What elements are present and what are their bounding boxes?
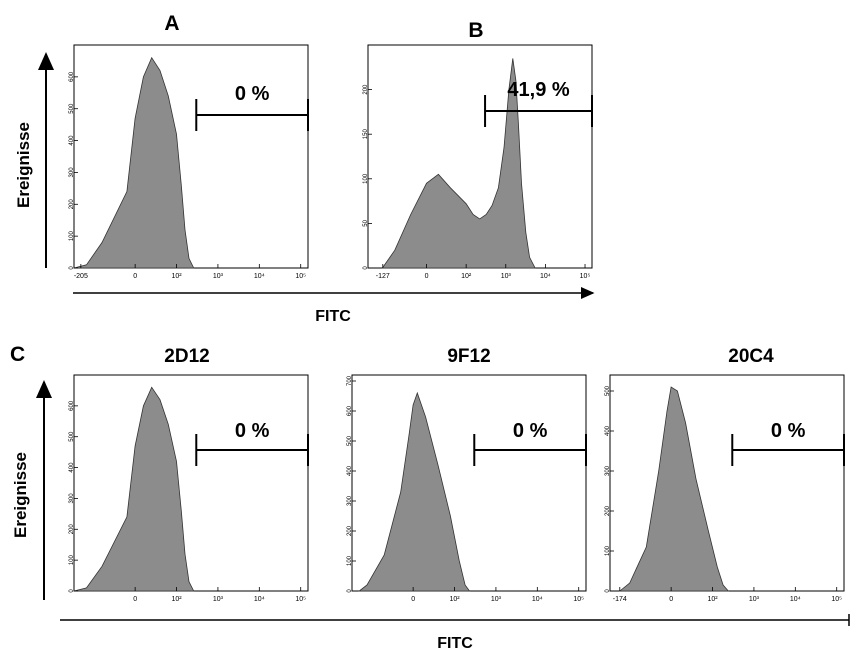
x-tick-label: 10⁵ — [295, 596, 306, 603]
y-tick-label: 200 — [347, 525, 353, 536]
y-tick-label: 200 — [363, 84, 369, 95]
gate-percent-label: 0 % — [235, 420, 270, 442]
x-tick-label: 10³ — [749, 596, 760, 603]
panel-title: 9F12 — [447, 346, 490, 367]
x-tick-label: 0 — [133, 273, 137, 280]
x-tick-label: 10⁴ — [790, 596, 801, 603]
panel-label-a: A — [164, 12, 179, 35]
y-tick-label: 500 — [605, 385, 611, 396]
y-tick-label: 600 — [69, 71, 75, 82]
histogram-panel-1: 0 100 200 300 400 500 600 -205 0 10² 10³ 10⁴ 10⁵ 0 % — [69, 44, 309, 280]
y-tick-label: 500 — [347, 435, 353, 446]
x-tick-label: -174 — [613, 596, 627, 603]
y-tick-label: 100 — [363, 173, 369, 184]
x-tick-label: 10⁵ — [580, 273, 591, 280]
x-tick-label: 0 — [425, 273, 429, 280]
y-tick-label: 0 — [69, 589, 75, 593]
x-tick-label: 10³ — [491, 596, 502, 603]
y-tick-label: 600 — [347, 405, 353, 416]
y-tick-label: 300 — [69, 167, 75, 178]
y-axis-label-top: Ereignisse — [14, 122, 33, 208]
y-tick-label: 300 — [605, 465, 611, 476]
y-tick-label: 100 — [347, 555, 353, 566]
histogram-panel-3: 0 100 200 300 400 500 600 0 10² 10³ 10⁴ 10⁵ 2D12 0 % — [69, 346, 309, 603]
y-tick-label: 300 — [347, 495, 353, 506]
x-tick-label: 10⁴ — [254, 273, 265, 280]
y-tick-label: 50 — [363, 219, 369, 226]
gate-percent-label: 0 % — [771, 420, 806, 442]
y-tick-label: 300 — [69, 493, 75, 504]
y-tick-label: 0 — [363, 266, 369, 270]
x-tick-label: 10³ — [213, 273, 224, 280]
x-axis-label-top: FITC — [315, 308, 351, 325]
x-tick-label: 10⁴ — [540, 273, 551, 280]
histogram-area — [73, 386, 195, 592]
x-tick-label: 10⁴ — [532, 596, 543, 603]
y-tick-label: 500 — [69, 103, 75, 114]
y-tick-label: 700 — [347, 375, 353, 386]
y-tick-label: 200 — [69, 199, 75, 210]
histogram-area — [381, 58, 536, 269]
panel-title: 2D12 — [164, 346, 209, 367]
histogram-area — [73, 56, 195, 269]
y-tick-label: 200 — [69, 524, 75, 535]
y-tick-label: 0 — [69, 266, 75, 270]
y-tick-label: 100 — [69, 230, 75, 241]
y-tick-label: 400 — [605, 425, 611, 436]
y-tick-label: 100 — [69, 554, 75, 565]
x-tick-label: 10⁵ — [573, 596, 584, 603]
x-tick-label: 10³ — [213, 596, 224, 603]
y-tick-label: 0 — [347, 589, 353, 593]
y-tick-label: 400 — [69, 135, 75, 146]
y-tick-label: 200 — [605, 505, 611, 516]
histogram-panel-4: 0 100 200 300 400 500 600 700 0 10² 10³ 10⁴ 10⁵ 9F12 0… — [347, 346, 587, 603]
x-tick-label: 0 — [133, 596, 137, 603]
gate-percent-label: 0 % — [513, 420, 548, 442]
gate-percent-label: 41,9 % — [507, 79, 569, 101]
histogram-area — [358, 391, 471, 592]
y-axis-label-bottom: Ereignisse — [11, 452, 30, 538]
x-tick-label: 10⁴ — [254, 596, 265, 603]
x-tick-label: 10² — [449, 596, 460, 603]
panel-label-c: C — [10, 343, 25, 366]
y-tick-label: 0 — [605, 589, 611, 593]
x-tick-label: 10² — [171, 273, 182, 280]
y-tick-label: 400 — [69, 462, 75, 473]
histogram-area — [618, 386, 730, 592]
x-tick-label: 10⁵ — [295, 273, 306, 280]
x-tick-label: 0 — [669, 596, 673, 603]
x-tick-label: 10⁵ — [831, 596, 842, 603]
x-tick-label: -127 — [376, 273, 390, 280]
y-tick-label: 400 — [347, 465, 353, 476]
x-tick-label: 10² — [461, 273, 472, 280]
x-tick-label: -205 — [74, 273, 88, 280]
panel-title: 20C4 — [728, 346, 774, 367]
y-tick-label: 500 — [69, 431, 75, 442]
gate-percent-label: 0 % — [235, 83, 270, 105]
y-tick-label: 600 — [69, 400, 75, 411]
x-tick-label: 10³ — [501, 273, 512, 280]
panel-label-b: B — [468, 19, 483, 42]
x-axis-label-bottom: FITC — [437, 635, 473, 652]
x-tick-label: 0 — [411, 596, 415, 603]
x-tick-label: 10² — [171, 596, 182, 603]
y-tick-label: 150 — [363, 129, 369, 140]
x-tick-label: 10² — [707, 596, 718, 603]
y-tick-label: 100 — [605, 545, 611, 556]
histogram-panel-2: 0 50 100 150 200 -127 0 10² 10³ 10⁴ 10⁵ 41,9 % — [363, 44, 593, 280]
